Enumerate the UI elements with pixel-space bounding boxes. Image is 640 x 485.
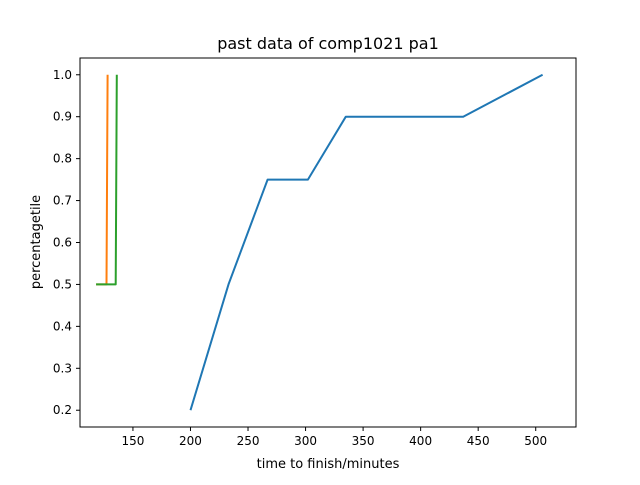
series-line-1 [189,73,544,411]
x-tick-label: 500 [524,434,547,448]
x-tick-label: 450 [467,434,490,448]
x-tick-label: 400 [409,434,432,448]
y-axis-label: percentagetile [29,195,44,289]
x-tick-label: 350 [352,434,375,448]
x-tick-label: 200 [179,434,202,448]
x-tick-label: 150 [121,434,144,448]
series-layer [96,73,544,411]
y-tick-label: 0.9 [53,110,72,124]
y-tick-label: 0.4 [53,319,72,333]
y-tick-label: 1.0 [53,68,72,82]
y-tick-label: 0.8 [53,152,72,166]
plot-frame [79,57,577,428]
y-tick-label: 0.7 [53,194,72,208]
y-tick-label: 0.3 [53,361,72,375]
tick-layer: 150 200 250 300 350 400 450 500 0.2 0.3 0.4 0.5 0.6 0… [53,68,547,448]
y-tick-label: 0.5 [53,277,72,291]
y-tick-label: 0.6 [53,236,72,250]
x-tick-label: 250 [237,434,260,448]
y-tick-label: 0.2 [53,403,72,417]
x-tick-label: 300 [294,434,317,448]
series-line-3 [96,74,118,286]
x-axis-label: time to finish/minutes [257,457,400,472]
chart-title: past data of comp1021 pa1 [217,34,439,53]
